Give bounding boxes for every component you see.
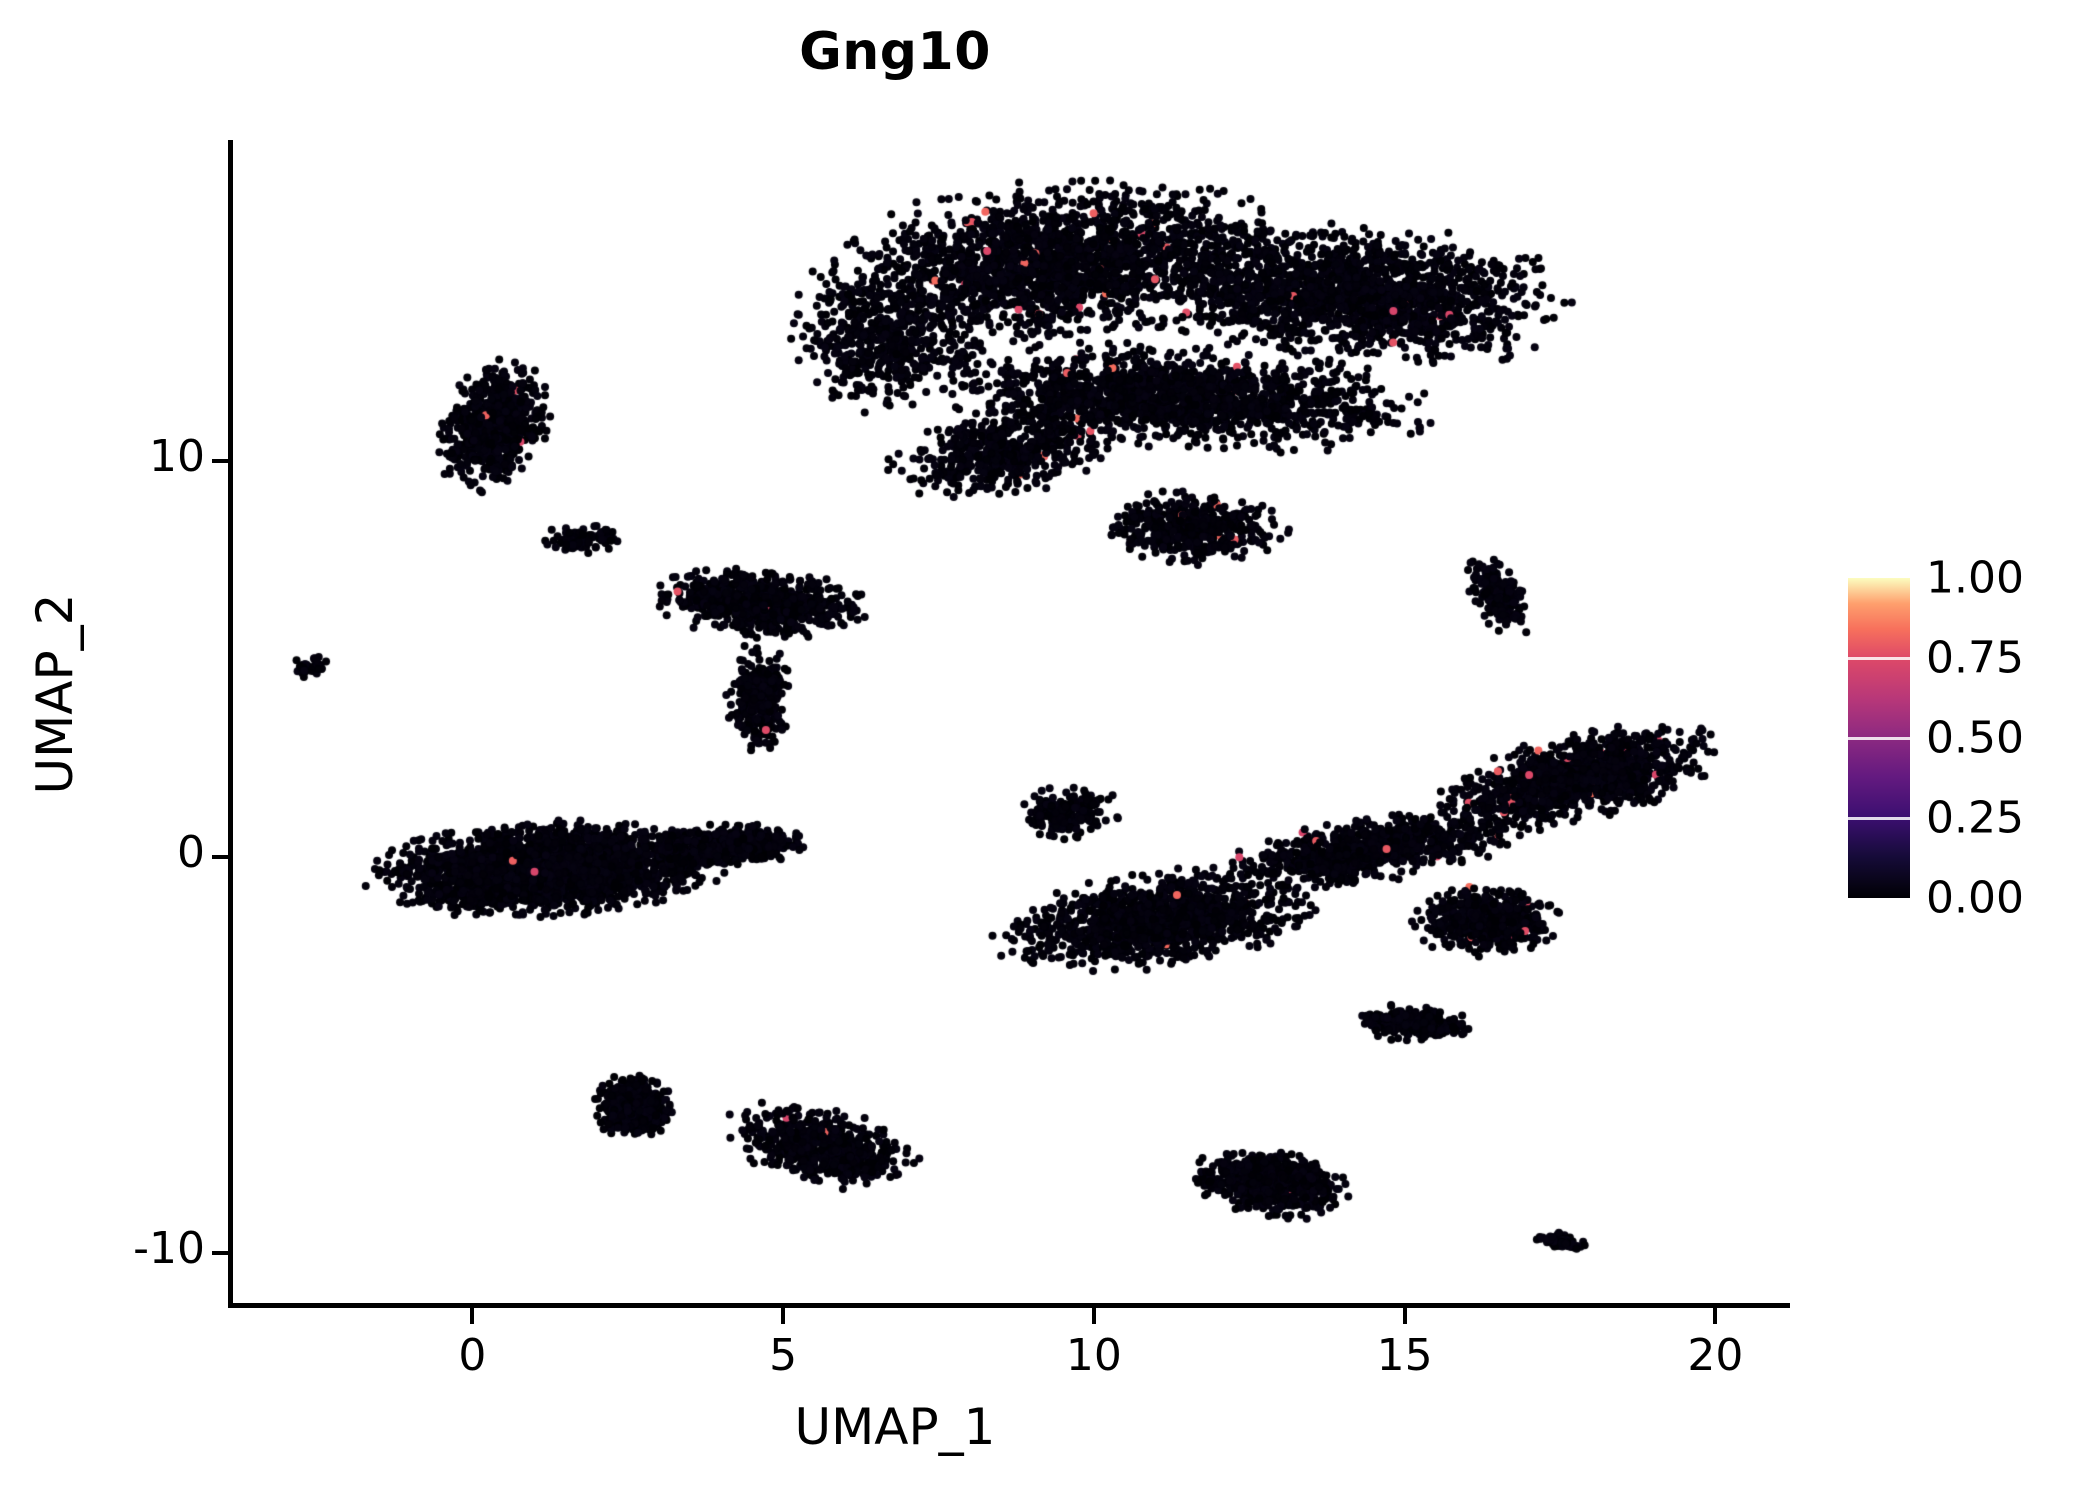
x-tick-mark (1091, 1308, 1096, 1324)
y-tick-label: 10 (149, 430, 205, 482)
page-title: Gng10 (799, 22, 991, 82)
x-axis-spine (228, 1303, 1790, 1308)
x-tick-mark (1713, 1308, 1718, 1324)
x-tick-mark (470, 1308, 475, 1324)
y-tick-mark (212, 458, 228, 463)
y-tick-mark (212, 855, 228, 860)
y-tick-label: 0 (177, 827, 205, 879)
x-tick-label: 5 (769, 1330, 798, 1381)
colorbar-tick-mark (1848, 817, 1910, 820)
colorbar-tick-mark (1848, 657, 1910, 660)
x-tick-mark (1402, 1308, 1407, 1324)
scatter-plot-area (230, 140, 1790, 1305)
x-tick-mark (781, 1308, 786, 1324)
y-tick-label: -10 (133, 1223, 205, 1275)
y-tick-mark (212, 1251, 228, 1256)
colorbar-tick-label: 1.00 (1926, 552, 2024, 604)
colorbar-tick-label: 0.25 (1926, 792, 2024, 844)
x-tick-label: 15 (1376, 1330, 1433, 1381)
umap-scatter-points (230, 140, 1790, 1305)
y-axis-label: UMAP_2 (26, 593, 84, 795)
x-tick-label: 10 (1065, 1330, 1122, 1381)
colorbar-tick-mark (1848, 737, 1910, 740)
x-tick-label: 0 (458, 1330, 487, 1381)
y-axis-spine (228, 140, 233, 1308)
colorbar-tick-label: 0.50 (1926, 712, 2024, 764)
x-axis-label: UMAP_1 (794, 1398, 996, 1456)
colorbar-tick-label: 0.00 (1926, 872, 2024, 924)
colorbar-tick-label: 0.75 (1926, 632, 2024, 684)
x-tick-label: 20 (1687, 1330, 1744, 1381)
